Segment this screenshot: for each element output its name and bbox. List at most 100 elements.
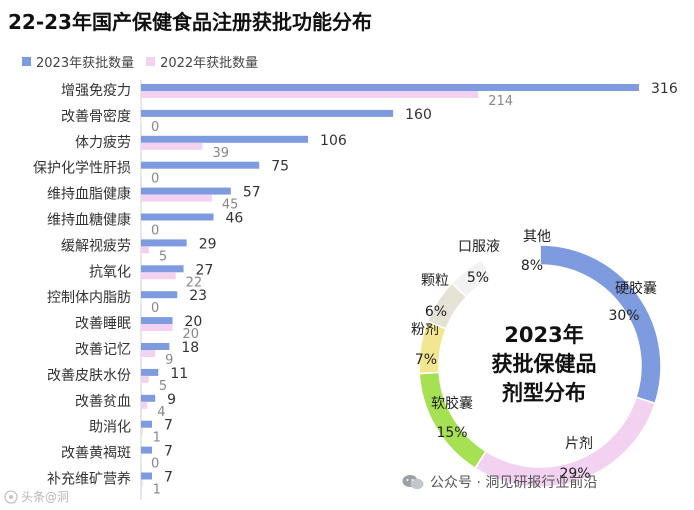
value-label-2022: 5: [159, 379, 167, 394]
slice-label: 硬胶囊: [615, 280, 657, 297]
bar-2022: [141, 220, 142, 228]
bar-2023: [141, 420, 153, 428]
category-label: 补充维矿营养: [47, 472, 131, 488]
value-label-2023: 27: [196, 262, 214, 278]
bar-2023: [141, 265, 184, 273]
slice-label: 其他: [523, 229, 551, 245]
bar-2022: [141, 401, 148, 409]
bar-2022: [141, 324, 173, 332]
value-label-2022: 0: [151, 120, 159, 135]
value-label-2022: 9: [165, 353, 173, 368]
bar-2023: [141, 446, 153, 454]
bar-2023: [141, 135, 309, 143]
category-label: 改善睡眠: [75, 316, 131, 332]
slice-label: 片剂: [565, 436, 593, 452]
donut-title-line: 获批保健品: [492, 352, 597, 376]
bar-2023: [141, 472, 153, 480]
value-label-2022: 4: [157, 405, 165, 420]
donut-slice-6: [480, 244, 541, 279]
value-label-2022: 20: [183, 327, 200, 342]
bar-2022: [141, 246, 149, 254]
bar-2023: [141, 239, 187, 247]
watermark: 公众号 · 洞见研报行业前沿: [402, 472, 597, 492]
bar-2022: [141, 479, 143, 487]
value-label-2022: 0: [151, 172, 159, 187]
value-label-2022: 0: [151, 457, 159, 472]
category-label: 控制体内脂肪: [47, 290, 131, 306]
category-label: 体力疲劳: [75, 134, 131, 151]
category-label: 保护化学性肝损: [33, 161, 131, 177]
value-label-2022: 45: [222, 198, 239, 213]
donut-title-line: 剂型分布: [502, 381, 586, 405]
value-label-2023: 160: [405, 107, 432, 123]
value-label-2023: 7: [164, 470, 173, 486]
slice-value: 15%: [436, 425, 467, 441]
watermark-text: 公众号 · 洞见研报行业前沿: [430, 475, 598, 491]
corner-watermark-text: 头条@洞: [21, 490, 70, 504]
value-label-2022: 0: [151, 224, 159, 239]
bar-2022: [141, 298, 142, 306]
donut-slice-2: [418, 371, 487, 470]
slice-value: 30%: [608, 308, 639, 324]
bar-2022: [141, 350, 156, 357]
value-label-2023: 9: [167, 392, 176, 408]
bar-2023: [141, 187, 231, 195]
value-label-2023: 57: [243, 185, 261, 201]
bar-2023: [141, 291, 178, 299]
value-label-2022: 1: [153, 483, 161, 498]
bar-2023: [141, 368, 159, 376]
category-label: 维持血脂健康: [47, 186, 131, 203]
value-label-2023: 29: [199, 236, 217, 252]
bar-2022: [141, 194, 212, 202]
bar-2023: [141, 394, 156, 402]
category-label: 改善骨密度: [61, 108, 131, 125]
slice-label: 软胶囊: [431, 395, 473, 412]
legend-swatch-2022: [146, 57, 156, 66]
wechat-icon: [402, 475, 424, 490]
bar-2022: [141, 168, 142, 176]
bar-2023: [141, 317, 173, 325]
category-label: 改善贫血: [75, 394, 131, 410]
slice-label: 粉剂: [411, 322, 439, 338]
bar-2023: [141, 161, 260, 169]
toutiao-icon: [4, 489, 18, 504]
slice-label: 口服液: [458, 239, 500, 255]
bar-2022: [141, 453, 142, 461]
legend-label-2022: 2022年获批数量: [160, 56, 259, 71]
legend-label-2023: 2023年获批数量: [36, 56, 135, 71]
value-label-2023: 23: [189, 288, 207, 304]
category-label: 改善黄褐斑: [61, 445, 131, 462]
slice-value: 6%: [425, 304, 447, 320]
legend-item-2022: 2022年获批数量: [146, 52, 258, 71]
slice-value: 5%: [467, 270, 489, 286]
category-label: 抗氧化: [89, 264, 131, 280]
value-label-2023: 46: [225, 211, 243, 227]
value-label-2023: 11: [170, 366, 188, 382]
category-label: 改善皮肤水份: [47, 368, 131, 384]
bar-2022: [141, 91, 479, 98]
bar-2022: [141, 116, 142, 124]
donut-title-line: 2023年: [504, 323, 583, 347]
value-label-2022: 1: [153, 431, 161, 446]
value-label-2023: 7: [164, 418, 173, 434]
value-label-2023: 316: [651, 81, 678, 97]
value-label-2023: 20: [185, 314, 203, 330]
bar-2023: [141, 109, 394, 117]
bar-2023: [141, 84, 639, 91]
category-label: 缓解视疲劳: [61, 237, 131, 254]
corner-watermark: 头条@洞: [4, 488, 69, 505]
slice-value: 7%: [415, 352, 437, 368]
bar-2022: [141, 142, 203, 150]
value-label-2023: 18: [181, 340, 199, 356]
slice-value: 8%: [521, 258, 543, 274]
category-label: 增强免疫力: [61, 83, 131, 99]
legend: 2023年获批数量 2022年获批数量: [22, 52, 270, 71]
bar-2023: [141, 213, 214, 221]
value-label-2023: 106: [320, 133, 347, 149]
chart-title: 22-23年国产保健食品注册获批功能分布: [8, 10, 372, 34]
slice-label: 颗粒: [421, 273, 449, 289]
value-label-2023: 75: [271, 159, 289, 175]
category-label: 维持血糖健康: [47, 212, 131, 229]
